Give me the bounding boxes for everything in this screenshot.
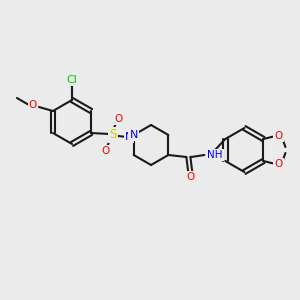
- Text: O: O: [101, 146, 109, 156]
- Text: NH: NH: [207, 150, 223, 160]
- Text: O: O: [29, 100, 37, 110]
- Text: S: S: [110, 128, 117, 142]
- Text: O: O: [274, 131, 283, 141]
- Text: N: N: [130, 130, 138, 140]
- Text: N: N: [125, 132, 133, 142]
- Text: O: O: [186, 172, 194, 182]
- Text: Cl: Cl: [67, 75, 77, 85]
- Text: O: O: [274, 159, 283, 169]
- Text: O: O: [114, 114, 122, 124]
